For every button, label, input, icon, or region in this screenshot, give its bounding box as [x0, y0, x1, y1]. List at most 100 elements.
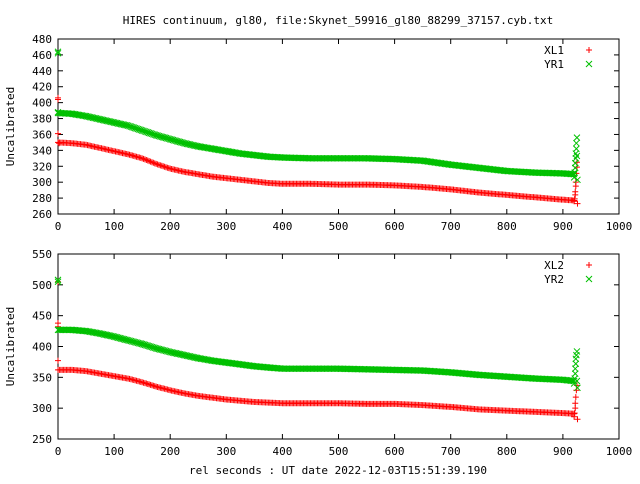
series-XL1 [55, 94, 581, 207]
data-point [573, 134, 581, 141]
x-tick-label: 900 [553, 220, 573, 233]
y-tick-label: 350 [32, 371, 52, 384]
data-point [146, 158, 153, 165]
x-tick-label: 400 [272, 445, 292, 458]
y-tick-label: 480 [32, 33, 52, 46]
legend-label: YR2 [544, 273, 564, 286]
y-tick-label: 500 [32, 279, 52, 292]
y-tick-label: 450 [32, 310, 52, 323]
y-tick-label: 340 [32, 144, 52, 157]
data-point [55, 130, 61, 137]
data-point [571, 164, 579, 172]
panel-bottom: 0 100 200 300 400 500 600 700 800 900 1000 250 300 35… [4, 248, 632, 458]
legend-label: XL2 [544, 259, 564, 272]
data-point [574, 176, 581, 184]
data-point [139, 155, 146, 162]
y-tick-label: 360 [32, 128, 52, 141]
chart-title: HIRES continuum, gl80, file:Skynet_59916… [123, 14, 553, 27]
data-point [571, 195, 578, 202]
x-tick-label: 400 [272, 220, 292, 233]
data-point [572, 188, 579, 195]
y-tick-label: 280 [32, 192, 52, 205]
x-tick-label: 900 [553, 445, 573, 458]
y-tick-label: 400 [32, 341, 52, 354]
x-tick-label: 0 [55, 445, 62, 458]
data-point [147, 158, 154, 165]
x-tick-label: 200 [160, 220, 180, 233]
data-point [148, 159, 155, 166]
series-YR1 [54, 48, 581, 184]
x-tick-label: 1000 [606, 445, 633, 458]
data-point [574, 416, 581, 423]
x-tick-label: 200 [160, 445, 180, 458]
y-tick-label: 380 [32, 113, 52, 126]
legend-marker [586, 47, 592, 53]
data-point [144, 157, 151, 164]
data-point [572, 394, 579, 401]
y-tick-label: 320 [32, 160, 52, 173]
data-point [150, 159, 157, 166]
panel-top: 0 100 200 300 400 500 600 700 800 900 1000 260 280 30… [4, 33, 632, 233]
data-point [573, 145, 580, 153]
y-tick-label: 440 [32, 65, 52, 78]
legend-label: YR1 [544, 58, 564, 71]
legend-marker [585, 275, 593, 283]
y-tick-label: 250 [32, 433, 52, 446]
data-point [54, 278, 62, 286]
x-tick-label: 300 [216, 445, 236, 458]
data-point [573, 348, 581, 355]
x-tick-label: 700 [441, 445, 461, 458]
data-point [571, 410, 578, 417]
data-point [54, 48, 62, 56]
x-tick-label: 800 [497, 220, 517, 233]
legend-marker [585, 60, 593, 68]
x-tick-label: 100 [104, 220, 124, 233]
data-point [570, 170, 578, 178]
data-point [55, 94, 61, 101]
x-tick-label: 600 [385, 445, 405, 458]
series-XL2 [55, 278, 581, 423]
data-point [572, 400, 579, 407]
y-axis-label: Uncalibrated [4, 307, 17, 386]
x-tick-label: 500 [329, 445, 349, 458]
y-tick-label: 300 [32, 402, 52, 415]
data-point [571, 370, 579, 377]
data-point [574, 200, 581, 207]
data-point [54, 49, 62, 57]
y-tick-label: 460 [32, 49, 52, 62]
data-point [570, 377, 578, 385]
x-tick-label: 300 [216, 220, 236, 233]
x-tick-label: 800 [497, 445, 517, 458]
x-tick-label: 700 [441, 220, 461, 233]
data-point [151, 160, 158, 167]
x-tick-label: 1000 [606, 220, 633, 233]
y-tick-label: 400 [32, 97, 52, 110]
data-point [573, 152, 581, 160]
x-tick-label: 100 [104, 445, 124, 458]
y-tick-label: 260 [32, 208, 52, 221]
y-axis-label: Uncalibrated [4, 87, 17, 166]
data-point [54, 276, 62, 284]
data-point [140, 155, 147, 162]
data-point [54, 108, 62, 116]
data-point [56, 140, 63, 147]
y-tick-label: 300 [32, 176, 52, 189]
legend-marker [586, 262, 592, 268]
x-axis-label: rel seconds : UT date 2022-12-03T15:51:3… [189, 464, 487, 477]
series-YR2 [54, 276, 581, 392]
data-point [571, 413, 578, 420]
x-tick-label: 0 [55, 220, 62, 233]
data-point [573, 139, 580, 147]
x-tick-label: 500 [329, 220, 349, 233]
data-point [574, 384, 581, 392]
data-point [55, 357, 61, 364]
y-tick-label: 550 [32, 248, 52, 261]
data-point [572, 360, 580, 368]
data-point [141, 156, 148, 163]
data-point [573, 377, 581, 385]
data-point [143, 156, 150, 163]
y-tick-label: 420 [32, 81, 52, 94]
x-tick-label: 600 [385, 220, 405, 233]
